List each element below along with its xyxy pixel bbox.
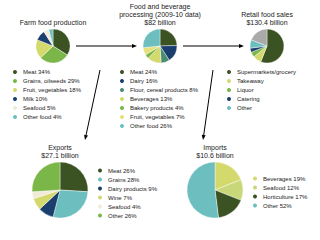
svg-text:Flour, cereal products 8%: Flour, cereal products 8% bbox=[130, 87, 199, 93]
svg-text:Imports: Imports bbox=[203, 144, 227, 152]
svg-text:processing (2009-10 data): processing (2009-10 data) bbox=[119, 11, 201, 19]
svg-text:Bakery products 4%: Bakery products 4% bbox=[130, 105, 184, 111]
svg-text:Fruit, vegetables 7%: Fruit, vegetables 7% bbox=[130, 114, 185, 120]
svg-text:$10.6 billion: $10.6 billion bbox=[196, 152, 233, 159]
svg-text:Supermarkets/grocery: Supermarkets/grocery bbox=[237, 69, 296, 75]
svg-text:Seafood 4%: Seafood 4% bbox=[108, 204, 141, 210]
svg-text:Liquor: Liquor bbox=[237, 87, 254, 93]
svg-text:$130.4 billion: $130.4 billion bbox=[246, 19, 287, 26]
svg-text:$82 billion: $82 billion bbox=[144, 19, 176, 26]
svg-text:Food and beverage: Food and beverage bbox=[130, 3, 191, 11]
svg-text:Beverages 19%: Beverages 19% bbox=[263, 176, 306, 182]
svg-text:Horticulture 17%: Horticulture 17% bbox=[263, 194, 308, 200]
svg-text:Catering: Catering bbox=[237, 96, 260, 102]
svg-text:Retail food sales: Retail food sales bbox=[241, 11, 293, 18]
svg-text:$27.1 billion: $27.1 billion bbox=[41, 152, 78, 159]
svg-text:Meat 26%: Meat 26% bbox=[108, 168, 136, 174]
svg-text:Seafood 12%: Seafood 12% bbox=[263, 185, 300, 191]
svg-text:Meat 34%: Meat 34% bbox=[23, 69, 51, 75]
svg-text:Other 52%: Other 52% bbox=[263, 203, 292, 209]
svg-text:Other food 4%: Other food 4% bbox=[23, 114, 62, 120]
svg-text:Farm food production: Farm food production bbox=[20, 19, 87, 27]
svg-text:Wine 7%: Wine 7% bbox=[108, 195, 133, 201]
svg-text:Dairy products 9%: Dairy products 9% bbox=[108, 186, 158, 192]
svg-text:Dairy 16%: Dairy 16% bbox=[130, 78, 158, 84]
svg-text:Other 26%: Other 26% bbox=[108, 213, 137, 219]
svg-text:Takeaway: Takeaway bbox=[237, 78, 264, 84]
svg-text:Fruit, vegetables 18%: Fruit, vegetables 18% bbox=[23, 87, 82, 93]
svg-text:Seafood 5%: Seafood 5% bbox=[23, 105, 56, 111]
svg-text:Beverages 13%: Beverages 13% bbox=[130, 96, 173, 102]
svg-text:Grains, oilseeds 29%: Grains, oilseeds 29% bbox=[23, 78, 80, 84]
svg-text:Meat 24%: Meat 24% bbox=[130, 69, 158, 75]
svg-text:Other: Other bbox=[237, 105, 252, 111]
svg-text:Milk 10%: Milk 10% bbox=[23, 96, 48, 102]
svg-text:Grains 28%: Grains 28% bbox=[108, 177, 140, 183]
svg-text:Exports: Exports bbox=[48, 144, 72, 152]
svg-text:Other food 26%: Other food 26% bbox=[130, 123, 173, 129]
